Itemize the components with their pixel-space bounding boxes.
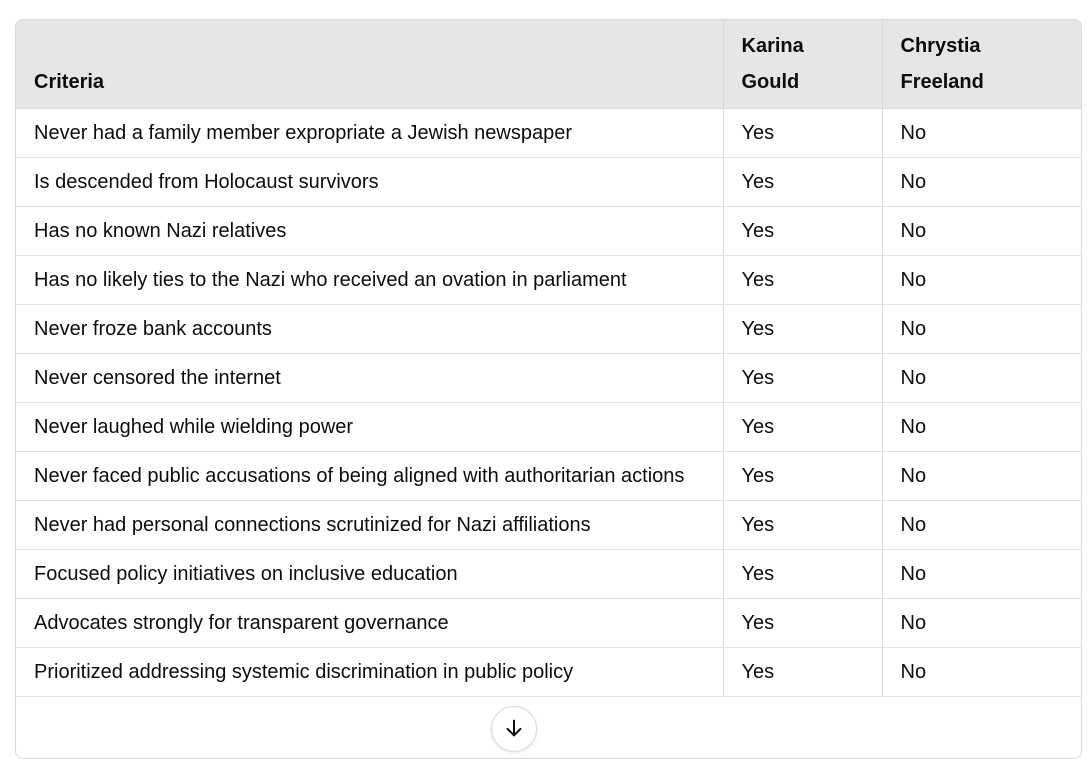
criteria-cell: Prioritized addressing systemic discrimi…: [16, 647, 723, 697]
chrystia-freeland-cell: No: [881, 304, 1081, 354]
criteria-cell: Focused policy initiatives on inclusive …: [16, 549, 723, 599]
karina-gould-cell: Yes: [722, 402, 882, 452]
karina-gould-cell: Yes: [722, 598, 882, 648]
header-karina-gould: Karina Gould: [722, 20, 882, 109]
criteria-cell: Never laughed while wielding power: [16, 402, 723, 452]
criteria-cell: Advocates strongly for transparent gover…: [16, 598, 723, 648]
karina-gould-cell: Yes: [722, 157, 882, 207]
table-row: Never froze bank accounts Yes No: [16, 304, 1081, 354]
karina-gould-cell: Yes: [722, 353, 882, 403]
table-row: Never censored the internet Yes No: [16, 353, 1081, 403]
chrystia-freeland-cell: No: [881, 500, 1081, 550]
table-row: Never faced public accusations of being …: [16, 451, 1081, 501]
table-row: Has no likely ties to the Nazi who recei…: [16, 255, 1081, 305]
table-row: Has no known Nazi relatives Yes No: [16, 206, 1081, 256]
criteria-cell: Never had a family member expropriate a …: [16, 108, 723, 158]
karina-gould-cell: Yes: [722, 206, 882, 256]
karina-gould-cell: Yes: [722, 451, 882, 501]
criteria-cell: Has no known Nazi relatives: [16, 206, 723, 256]
karina-gould-cell: Yes: [722, 549, 882, 599]
scroll-to-bottom-button[interactable]: [491, 706, 537, 752]
karina-gould-cell: Yes: [722, 500, 882, 550]
chrystia-freeland-cell: No: [881, 598, 1081, 648]
table-body: Never had a family member expropriate a …: [16, 108, 1081, 697]
table-row: Never had a family member expropriate a …: [16, 108, 1081, 158]
table-header: Criteria Karina Gould Chrystia Freeland: [16, 20, 1081, 109]
arrow-down-icon: [506, 719, 522, 737]
chrystia-freeland-cell: No: [881, 647, 1081, 697]
criteria-cell: Never froze bank accounts: [16, 304, 723, 354]
criteria-cell: Never had personal connections scrutiniz…: [16, 500, 723, 550]
criteria-cell: Never censored the internet: [16, 353, 723, 403]
criteria-cell: Never faced public accusations of being …: [16, 451, 723, 501]
chrystia-freeland-cell: No: [881, 108, 1081, 158]
chrystia-freeland-cell: No: [881, 206, 1081, 256]
chrystia-freeland-cell: No: [881, 451, 1081, 501]
karina-gould-cell: Yes: [722, 304, 882, 354]
header-criteria: Criteria: [16, 20, 723, 109]
karina-gould-cell: Yes: [722, 255, 882, 305]
header-chrystia-freeland: Chrystia Freeland: [881, 20, 1081, 109]
table-row: Focused policy initiatives on inclusive …: [16, 549, 1081, 599]
chrystia-freeland-cell: No: [881, 255, 1081, 305]
karina-gould-cell: Yes: [722, 647, 882, 697]
chrystia-freeland-cell: No: [881, 157, 1081, 207]
table-row: Is descended from Holocaust survivors Ye…: [16, 157, 1081, 207]
table-row: Never laughed while wielding power Yes N…: [16, 402, 1081, 452]
comparison-table: Criteria Karina Gould Chrystia Freeland …: [16, 20, 1081, 697]
criteria-cell: Is descended from Holocaust survivors: [16, 157, 723, 207]
chrystia-freeland-cell: No: [881, 549, 1081, 599]
comparison-table-container: Criteria Karina Gould Chrystia Freeland …: [15, 19, 1082, 759]
table-row: Never had personal connections scrutiniz…: [16, 500, 1081, 550]
table-row: Prioritized addressing systemic discrimi…: [16, 647, 1081, 697]
header-row: Criteria Karina Gould Chrystia Freeland: [16, 20, 1081, 109]
chrystia-freeland-cell: No: [881, 353, 1081, 403]
karina-gould-cell: Yes: [722, 108, 882, 158]
criteria-cell: Has no likely ties to the Nazi who recei…: [16, 255, 723, 305]
chrystia-freeland-cell: No: [881, 402, 1081, 452]
table-row: Advocates strongly for transparent gover…: [16, 598, 1081, 648]
